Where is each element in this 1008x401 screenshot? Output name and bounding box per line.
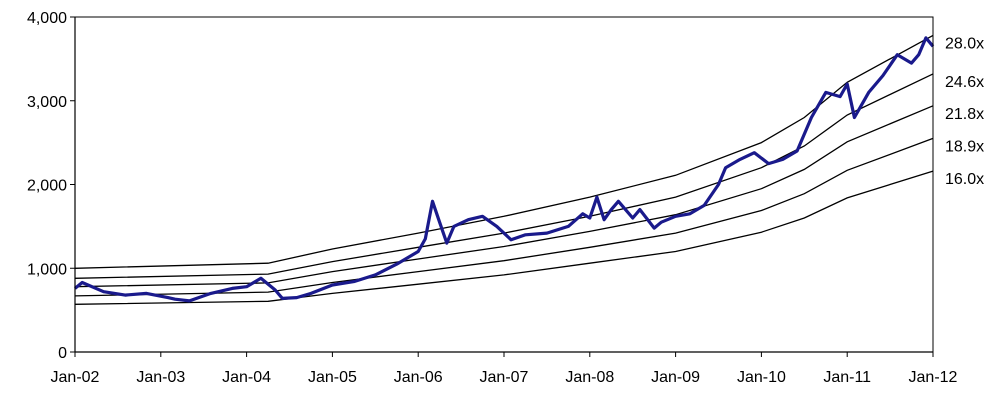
band-label: 28.0x [945, 35, 984, 52]
x-tick-label: Jan-04 [222, 369, 271, 386]
y-tick-label: 2,000 [27, 178, 67, 195]
x-tick-label: Jan-03 [136, 369, 185, 386]
series-lines [73, 36, 935, 303]
y-tick-label: 0 [58, 345, 67, 362]
band-line-21-8x [74, 105, 934, 288]
band-label: 16.0x [945, 171, 984, 188]
band-label: 21.8x [945, 106, 984, 123]
series-line [73, 36, 935, 303]
x-tick-label: Jan-10 [737, 369, 786, 386]
y-tick-label: 1,000 [27, 261, 67, 278]
x-tick-label: Jan-05 [308, 369, 357, 386]
x-tick-label: Jan-07 [480, 369, 529, 386]
x-tick-label: Jan-08 [565, 369, 614, 386]
x-tick-label: Jan-06 [394, 369, 443, 386]
band-labels: 28.0x 24.6x 21.8x 18.9x 16.0x [945, 35, 984, 188]
y-axis-ticks: 0 1,000 2,000 3,000 4,000 [27, 10, 75, 362]
band-line-18-9x [74, 137, 934, 297]
band-label: 18.9x [945, 138, 984, 155]
band-lines [74, 34, 934, 305]
y-tick-label: 3,000 [27, 94, 67, 111]
y-tick-label: 4,000 [27, 10, 67, 27]
x-tick-label: Jan-09 [651, 369, 700, 386]
x-tick-label: Jan-12 [909, 369, 958, 386]
band-line-16-0x [74, 170, 934, 305]
band-line-24-6x [74, 73, 934, 279]
x-tick-label: Jan-11 [823, 369, 871, 386]
band-label: 24.6x [945, 74, 984, 91]
x-axis-ticks: Jan-02 Jan-03 Jan-04 Jan-05 Jan-06 Jan-07 Jan-… [51, 352, 958, 386]
x-tick-label: Jan-02 [51, 369, 100, 386]
